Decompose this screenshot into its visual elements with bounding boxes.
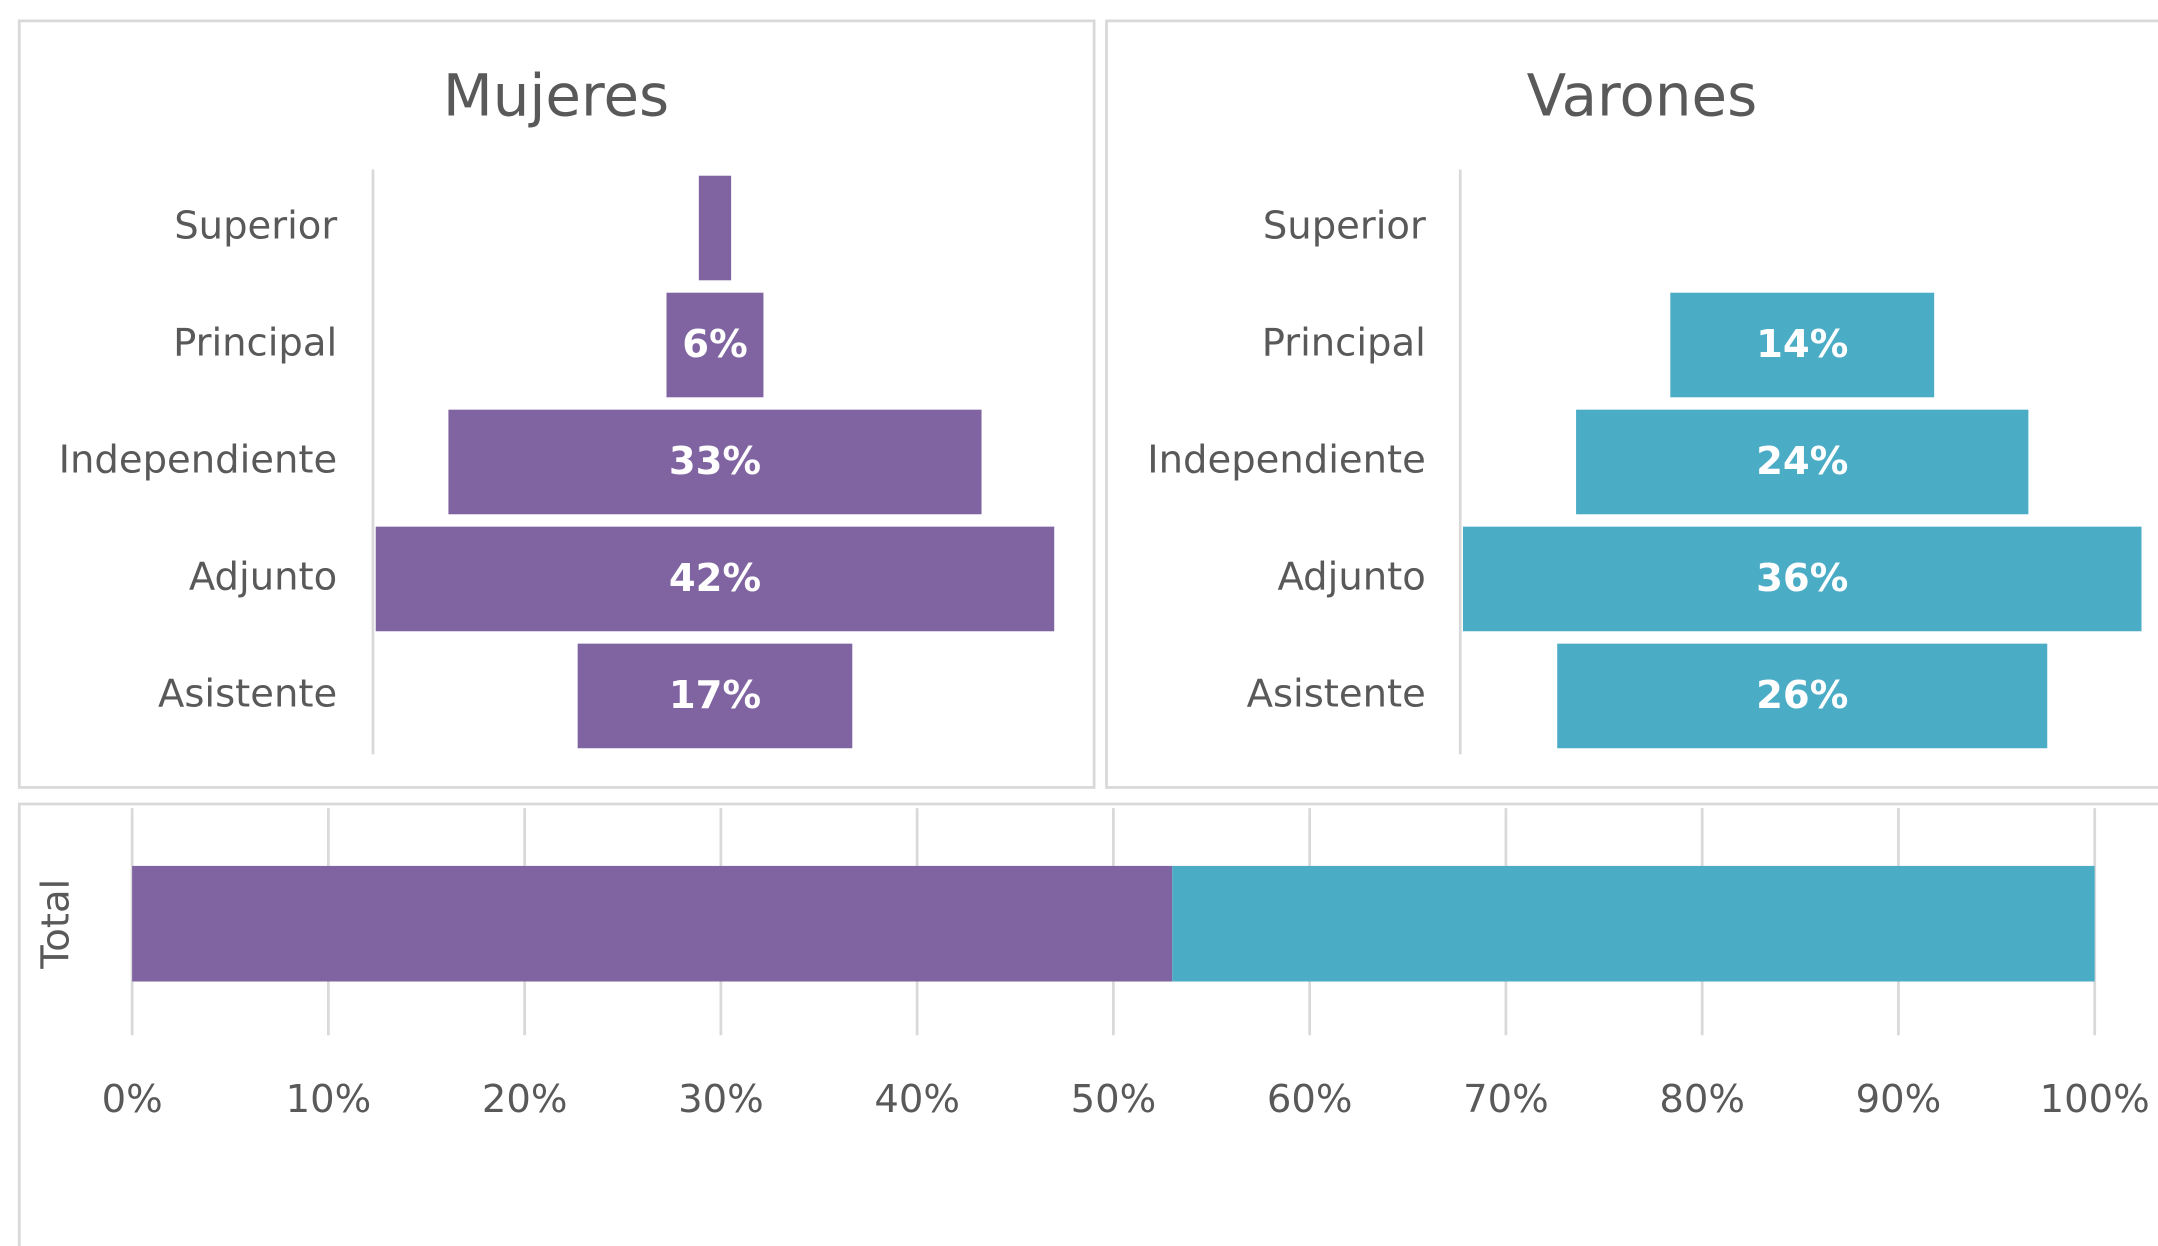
- data-label: 36%: [1756, 556, 1848, 601]
- bar-segment: [1172, 865, 2095, 982]
- data-label: 33%: [669, 439, 761, 484]
- category-label: Principal: [173, 320, 337, 365]
- bar-segment: [132, 865, 1173, 982]
- category-label: Principal: [1262, 320, 1426, 365]
- bar: [375, 526, 1055, 632]
- x-tick-label: 40%: [874, 1077, 960, 1122]
- x-tick-label: 30%: [678, 1077, 764, 1122]
- bar: [1462, 526, 2142, 632]
- x-tick-label: 100%: [2040, 1077, 2150, 1122]
- category-label: Independiente: [1147, 437, 1426, 482]
- panel: [17, 19, 1096, 789]
- chart-title: Varones: [1527, 61, 1758, 129]
- category-label: Superior: [1263, 204, 1426, 249]
- bar: [1670, 292, 1935, 398]
- data-label: 17%: [669, 673, 761, 718]
- x-tick-label: 70%: [1463, 1077, 1549, 1122]
- bar: [1557, 643, 2048, 749]
- x-tick-label: 10%: [286, 1077, 372, 1122]
- category-label: Adjunto: [189, 554, 337, 599]
- bar: [698, 175, 732, 281]
- category-label: Asistente: [158, 671, 337, 716]
- category-label: Asistente: [1247, 671, 1426, 716]
- y-category-label: Total: [33, 879, 78, 970]
- x-tick-label: 20%: [482, 1077, 568, 1122]
- category-label: Adjunto: [1278, 554, 1426, 599]
- bar: [666, 292, 764, 398]
- chart-title: Mujeres: [443, 61, 669, 129]
- category-label: Independiente: [59, 437, 338, 482]
- data-label: 42%: [669, 556, 761, 601]
- x-tick-label: 80%: [1659, 1077, 1745, 1122]
- category-label: Superior: [174, 204, 337, 249]
- bar: [448, 409, 982, 515]
- x-tick-label: 60%: [1267, 1077, 1353, 1122]
- data-label: 24%: [1756, 439, 1848, 484]
- x-tick-label: 90%: [1856, 1077, 1942, 1122]
- data-label: 14%: [1756, 322, 1848, 367]
- data-label: 6%: [682, 322, 747, 367]
- x-tick-label: 50%: [1071, 1077, 1157, 1122]
- bar: [577, 643, 853, 749]
- bar: [1576, 409, 2029, 515]
- x-tick-label: 0%: [102, 1077, 163, 1122]
- data-label: 26%: [1756, 673, 1848, 718]
